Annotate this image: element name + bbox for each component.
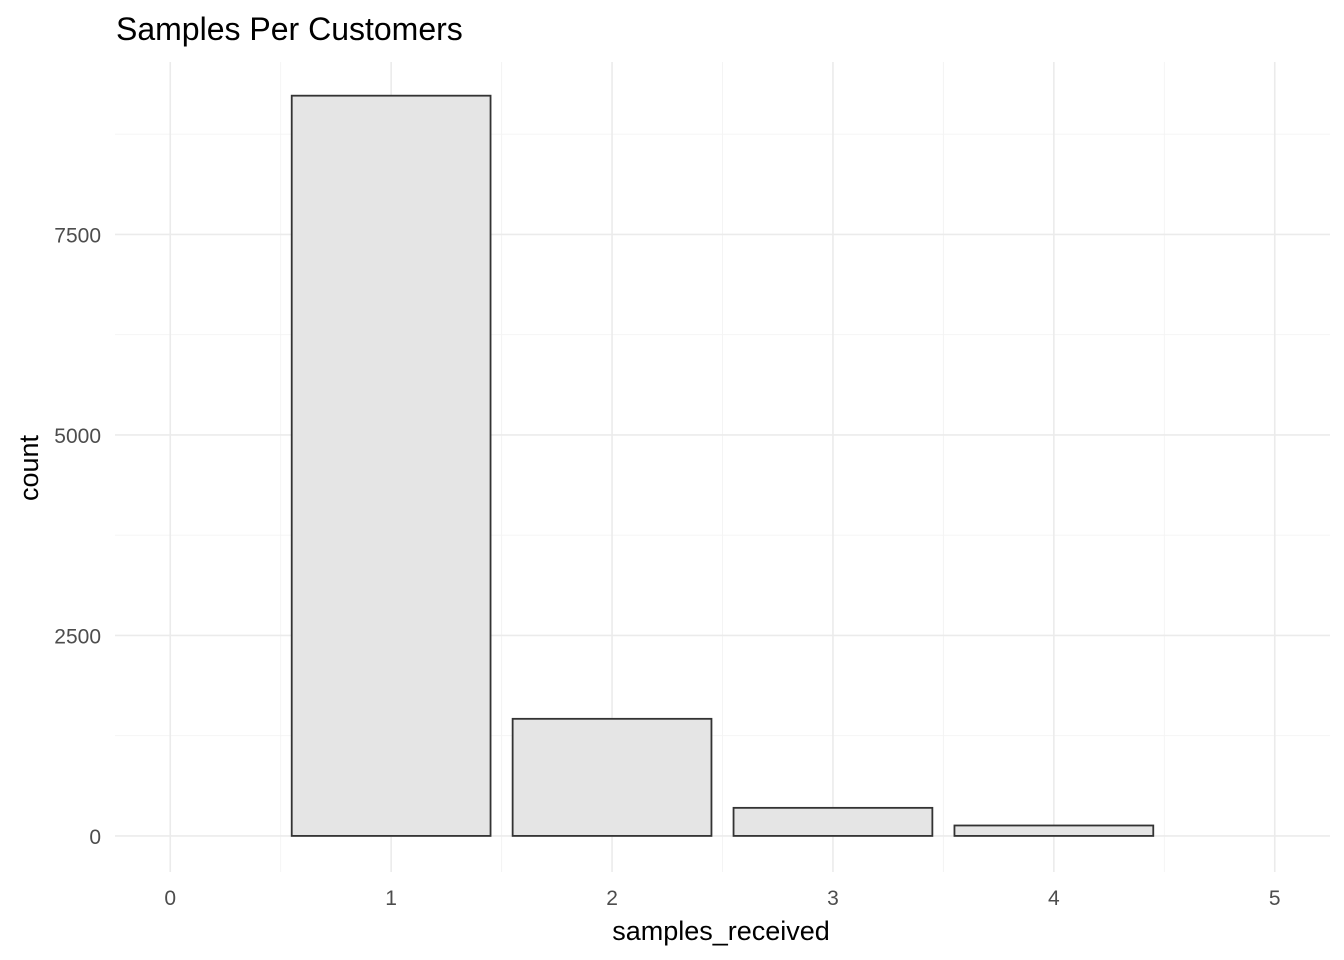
x-tick-label: 0 [164,887,176,910]
y-tick-label: 5000 [54,425,101,448]
y-tick-label: 7500 [54,224,101,247]
bar-3 [732,806,934,837]
y-axis-title: count [14,434,44,501]
y-tick-label: 2500 [54,625,101,648]
x-tick-label: 1 [385,887,397,910]
bar-4 [953,824,1155,837]
x-tick-labels: 0 1 2 3 4 5 [164,887,1280,910]
x-tick-label: 3 [827,887,839,910]
x-tick-label: 5 [1269,887,1281,910]
bar-2 [511,717,713,837]
chart-title: Samples Per Customers [116,11,463,47]
x-tick-label: 2 [606,887,618,910]
y-tick-labels: 0 2500 5000 7500 [54,224,101,848]
x-axis-title: samples_received [612,916,830,946]
x-tick-label: 4 [1048,887,1060,910]
bars [290,94,1155,837]
y-tick-label: 0 [89,826,101,849]
bar-1 [290,94,492,837]
